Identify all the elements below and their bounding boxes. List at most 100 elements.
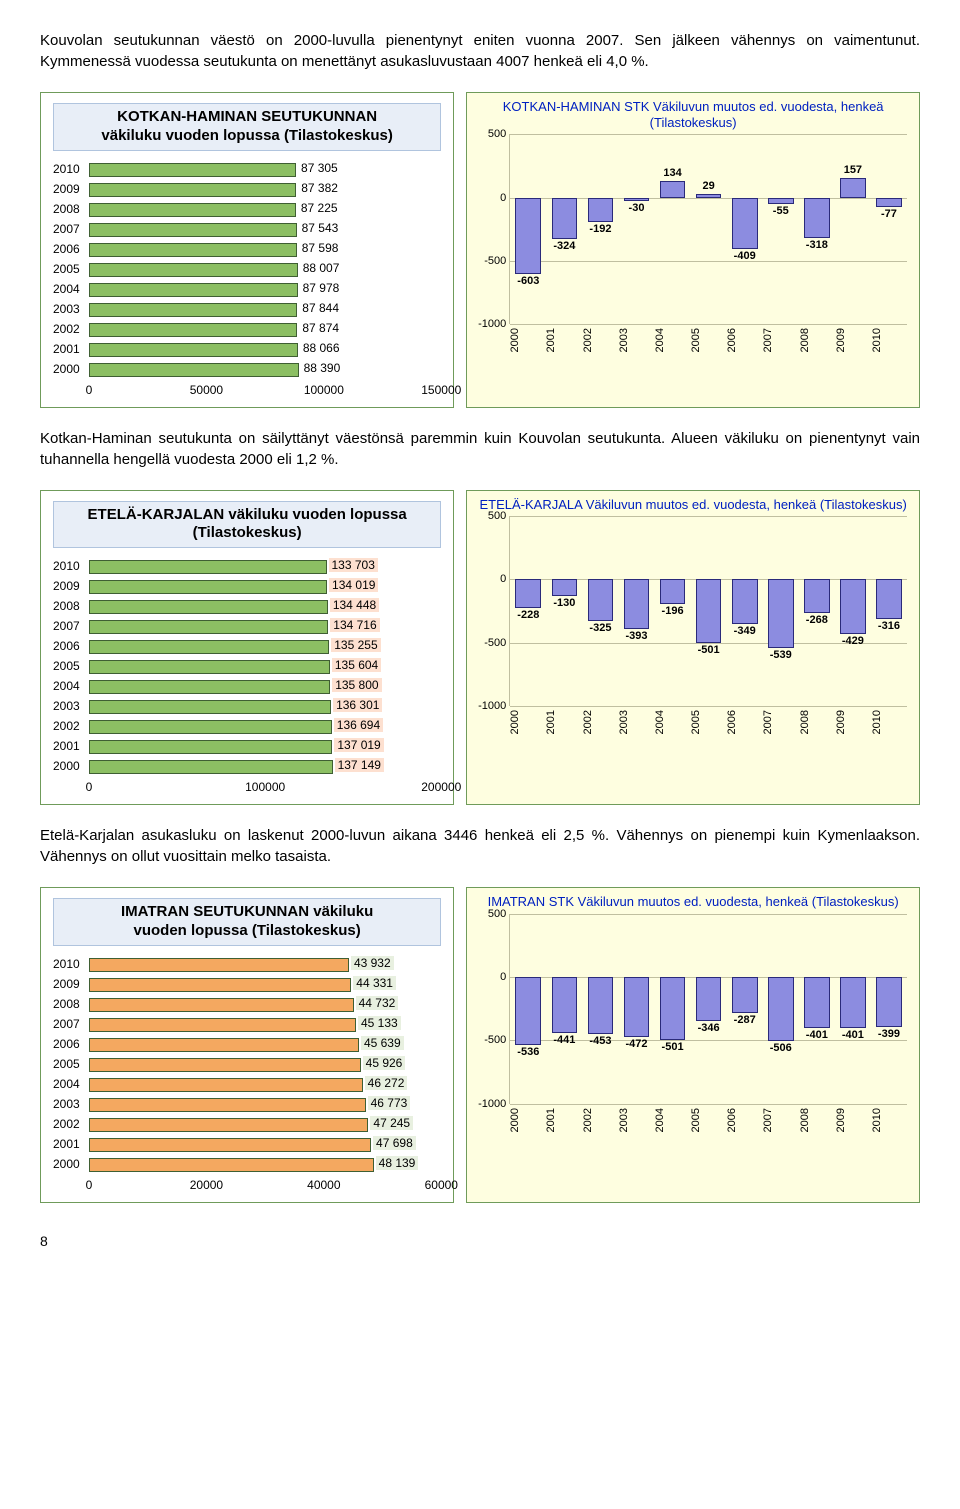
column-slot: -196 — [657, 516, 689, 706]
hbar-value-label: 134 716 — [330, 618, 379, 632]
hbar-year-label: 2004 — [53, 679, 89, 693]
hbar-value-label: 87 874 — [299, 321, 342, 335]
hbar-value-label: 137 019 — [334, 738, 383, 752]
column-xtick: 2008 — [799, 1108, 835, 1132]
hbar-value-label: 135 800 — [332, 678, 381, 692]
hbar-row: 2001 137 019 — [53, 736, 441, 756]
hbar-year-label: 2001 — [53, 1137, 89, 1151]
hbar-row: 200944 331 — [53, 974, 441, 994]
column-xtick: 2006 — [726, 328, 762, 352]
column-xtick: 2005 — [690, 1108, 726, 1132]
column-bar-label: -228 — [517, 609, 539, 621]
column-slot: 134 — [657, 134, 689, 324]
hbar-bar — [89, 958, 349, 972]
hbar-xaxis: 0200004000060000 — [89, 1178, 441, 1196]
paragraph-3: Etelä-Karjalan asukasluku on laskenut 20… — [40, 825, 920, 867]
column-bar-label: -130 — [553, 597, 575, 609]
hbar-row: 200487 978 — [53, 279, 441, 299]
column-slot: -399 — [873, 914, 905, 1104]
hbar-year-label: 2002 — [53, 322, 89, 336]
hbar-row: 2002 136 694 — [53, 716, 441, 736]
paragraph-2: Kotkan-Haminan seutukunta on säilyttänyt… — [40, 428, 920, 470]
column-bar — [804, 579, 830, 613]
column-bar — [768, 579, 794, 647]
column-xtick: 2001 — [545, 328, 581, 352]
column-bar — [696, 579, 722, 642]
hbar-value-label: 45 639 — [361, 1036, 404, 1050]
column-xtick: 2006 — [726, 1108, 762, 1132]
column-bar-label: -441 — [553, 1034, 575, 1046]
hbar-bar — [89, 1058, 361, 1072]
hbar-row: 2007 134 716 — [53, 616, 441, 636]
hbar-year-label: 2001 — [53, 739, 89, 753]
hbar-row: 2006 45 639 — [53, 1034, 441, 1054]
column-xtick: 2009 — [835, 328, 871, 352]
hbar-year-label: 2000 — [53, 1157, 89, 1171]
hbar-value-label: 87 844 — [299, 301, 342, 315]
hbar-row: 2002 87 874 — [53, 319, 441, 339]
hbar-year-label: 2003 — [53, 1097, 89, 1111]
hbar-bar — [89, 560, 327, 574]
column-slot: -30 — [620, 134, 652, 324]
column-xtick: 2009 — [835, 1108, 871, 1132]
hbar-row: 2009134 019 — [53, 576, 441, 596]
column-slot: -393 — [620, 516, 652, 706]
column-xtick: 2000 — [509, 328, 545, 352]
hbar-year-label: 2006 — [53, 1037, 89, 1051]
column-xtick: 2006 — [726, 710, 762, 734]
column-bar-label: -429 — [842, 635, 864, 647]
column-bar — [515, 198, 541, 274]
hbar-xtick: 40000 — [307, 1178, 340, 1192]
column-bar-label: -196 — [662, 605, 684, 617]
column-ytick: 0 — [476, 971, 506, 983]
hbar-year-label: 2006 — [53, 242, 89, 256]
column-bar-label: -409 — [734, 250, 756, 262]
column-ytick: 0 — [476, 573, 506, 585]
hbar-row: 200844 732 — [53, 994, 441, 1014]
hbar-year-label: 2007 — [53, 1017, 89, 1031]
column-xtick: 2001 — [545, 710, 581, 734]
hbar-row: 200188 066 — [53, 339, 441, 359]
hbar-year-label: 2010 — [53, 957, 89, 971]
column-bar — [732, 579, 758, 623]
column-bar-label: -316 — [878, 620, 900, 632]
column-bar-label: -55 — [773, 205, 789, 217]
hbar-title: IMATRAN SEUTUKUNNAN väkilukuvuoden lopus… — [53, 898, 441, 946]
column-xtick: 2004 — [654, 1108, 690, 1132]
hbar-value-label: 46 773 — [368, 1096, 411, 1110]
hbar-value-label: 88 390 — [301, 361, 344, 375]
hbar-xtick: 0 — [86, 780, 93, 794]
hbar-bar — [89, 363, 299, 377]
column-slot: -287 — [729, 914, 761, 1104]
hbar-year-label: 2000 — [53, 362, 89, 376]
column-plot-area: 5000-500-1000-228-130-325-393-196-501-34… — [509, 516, 907, 706]
hbar-row: 200887 225 — [53, 199, 441, 219]
column-bar — [696, 194, 722, 198]
hbar-value-label: 136 694 — [334, 718, 383, 732]
hbar-value-label: 87 225 — [298, 201, 341, 215]
hbar-xtick: 50000 — [190, 383, 223, 397]
column-xtick: 2008 — [799, 710, 835, 734]
page-number: 8 — [40, 1233, 920, 1249]
column-slot: -324 — [548, 134, 580, 324]
column-bar — [624, 198, 650, 202]
hbar-value-label: 87 305 — [298, 161, 341, 175]
hbar-year-label: 2002 — [53, 719, 89, 733]
column-ytick: 500 — [476, 908, 506, 920]
hbar-bar — [89, 660, 330, 674]
hbar-bar — [89, 343, 298, 357]
hbar-value-label: 88 066 — [300, 341, 343, 355]
column-slot: -501 — [657, 914, 689, 1104]
column-xtick: 2005 — [690, 328, 726, 352]
hbar-value-label: 47 698 — [373, 1136, 416, 1150]
column-bar — [840, 178, 866, 198]
hbar-year-label: 2007 — [53, 619, 89, 633]
column-slot: -603 — [512, 134, 544, 324]
hbar-row: 200247 245 — [53, 1114, 441, 1134]
hbar-xtick: 100000 — [245, 780, 285, 794]
hbar-row: 200745 133 — [53, 1014, 441, 1034]
column-xtick: 2003 — [618, 1108, 654, 1132]
hbar-chart-2: IMATRAN SEUTUKUNNAN väkilukuvuoden lopus… — [40, 887, 454, 1203]
hbar-xtick: 0 — [86, 1178, 93, 1192]
column-chart-2: IMATRAN STK Väkiluvun muutos ed. vuodest… — [466, 887, 920, 1203]
